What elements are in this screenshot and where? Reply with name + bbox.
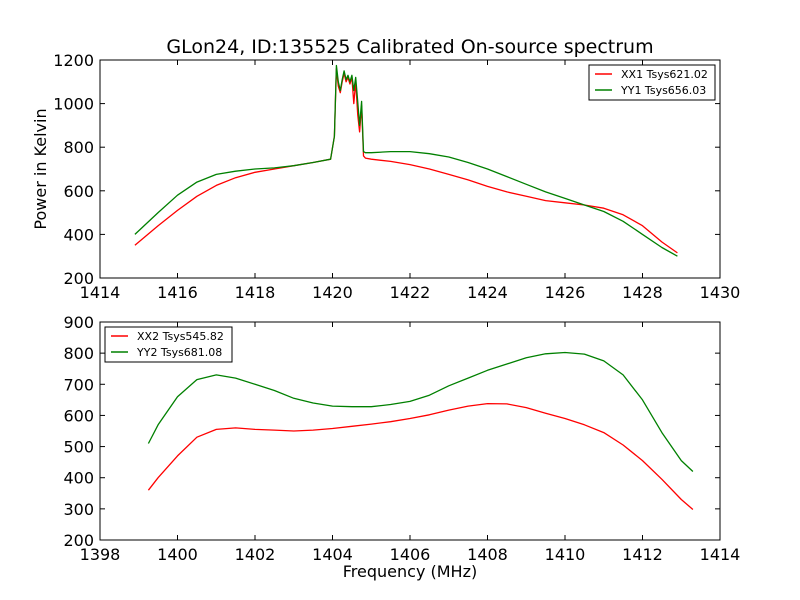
top-y-tick-label: 600: [63, 182, 94, 201]
top-x-tick-label: 1422: [390, 283, 431, 302]
top-y-tick-label: 1000: [53, 95, 94, 114]
bottom-x-tick-label: 1408: [467, 545, 508, 564]
bottom-plot-area: [147, 351, 694, 510]
top-x-tick-label: 1418: [235, 283, 276, 302]
bottom-y-tick-label: 200: [63, 531, 94, 550]
bottom-legend-label-yy2: YY2 Tsys681.08: [136, 346, 222, 359]
top-x-tick-label: 1428: [622, 283, 663, 302]
top-legend-box: [588, 64, 716, 101]
bottom-x-axis-label: Frequency (MHz): [343, 562, 477, 581]
bottom-y-tick-label: 600: [63, 406, 94, 425]
bottom-y-tick-label: 300: [63, 500, 94, 519]
top-x-tick-label: 1430: [700, 283, 741, 302]
bottom-legend-label-xx2: XX2 Tsys545.82: [137, 330, 224, 343]
top-legend: XX1 Tsys621.02 YY1 Tsys656.03: [588, 64, 716, 101]
bottom-y-tick-label: 800: [63, 344, 94, 363]
top-x-tick-label: 1424: [467, 283, 508, 302]
top-chart-title: GLon24, ID:135525 Calibrated On-source s…: [166, 36, 653, 58]
bottom-y-tick-label: 500: [63, 438, 94, 457]
bottom-legend-box: [104, 326, 233, 363]
bottom-x-tick-label: 1404: [312, 545, 353, 564]
top-y-tick-label: 800: [63, 138, 94, 157]
top-legend-label-xx1: XX1 Tsys621.02: [621, 68, 708, 81]
top-x-axis: 1414 1416 1418 1420 1422 1424 1426 1428 1430: [80, 60, 741, 302]
top-y-tick-label: 1200: [53, 51, 94, 70]
top-x-tick-label: 1416: [157, 283, 198, 302]
bottom-chart: 1398 1400 1402 1404 1406 1408 1410 1412 1414 200…: [63, 313, 740, 581]
bottom-x-tick-label: 1402: [235, 545, 276, 564]
top-y-tick-label: 200: [63, 269, 94, 288]
bottom-x-tick-label: 1412: [622, 545, 663, 564]
top-y-tick-label: 400: [63, 225, 94, 244]
bottom-series-line-yy2: [147, 351, 694, 472]
bottom-x-tick-label: 1414: [700, 545, 741, 564]
top-x-tick-label: 1426: [545, 283, 586, 302]
top-y-axis-label: Power in Kelvin: [31, 108, 50, 229]
bottom-x-tick-label: 1406: [390, 545, 431, 564]
bottom-y-axis: 200 300 400 500 600 700 800 900: [63, 313, 720, 550]
bottom-x-tick-label: 1400: [157, 545, 198, 564]
bottom-y-tick-label: 700: [63, 375, 94, 394]
top-series-line-yy1: [134, 64, 678, 257]
top-legend-label-yy1: YY1 Tsys656.03: [620, 84, 706, 97]
bottom-series-line-xx2: [147, 402, 694, 510]
bottom-x-tick-label: 1398: [80, 545, 121, 564]
bottom-y-tick-label: 900: [63, 313, 94, 332]
bottom-y-tick-label: 400: [63, 469, 94, 488]
bottom-x-tick-label: 1410: [545, 545, 586, 564]
top-plot-area: [134, 64, 678, 257]
top-x-tick-label: 1414: [80, 283, 121, 302]
top-chart: GLon24, ID:135525 Calibrated On-source s…: [31, 36, 740, 302]
top-x-tick-label: 1420: [312, 283, 353, 302]
bottom-legend: XX2 Tsys545.82 YY2 Tsys681.08: [104, 326, 233, 363]
top-y-axis: 200 400 600 800 1000 1200: [53, 51, 720, 288]
bottom-x-axis: 1398 1400 1402 1404 1406 1408 1410 1412 1414: [80, 322, 741, 564]
